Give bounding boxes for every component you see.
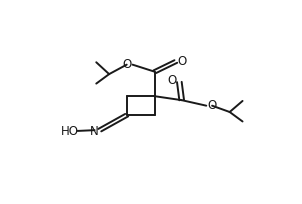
Text: O: O bbox=[122, 58, 131, 71]
Text: O: O bbox=[167, 73, 176, 86]
Text: N: N bbox=[90, 125, 99, 138]
Text: O: O bbox=[177, 55, 187, 68]
Text: O: O bbox=[207, 99, 217, 112]
Text: HO: HO bbox=[61, 124, 79, 137]
